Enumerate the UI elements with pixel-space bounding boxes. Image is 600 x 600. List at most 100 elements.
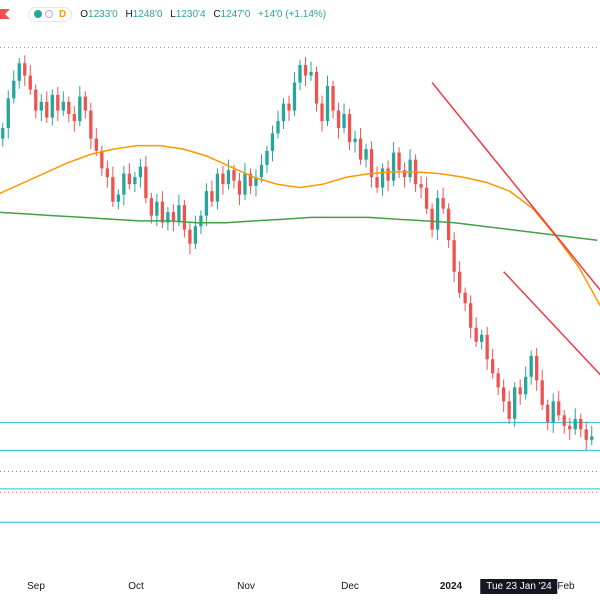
candle — [342, 103, 346, 134]
candle-body — [325, 86, 330, 122]
candle — [314, 66, 319, 112]
candle — [402, 162, 407, 188]
candle — [413, 154, 418, 193]
candle-body — [424, 187, 429, 209]
candle — [452, 232, 456, 283]
candle — [226, 159, 231, 190]
candle-body — [259, 164, 264, 178]
candle-body — [39, 101, 43, 111]
candle — [171, 204, 176, 232]
candle-body — [193, 226, 198, 244]
candle-body — [496, 373, 500, 388]
candle — [243, 163, 247, 200]
candle-body — [419, 184, 423, 188]
candle-body — [358, 138, 363, 160]
candle — [496, 368, 500, 396]
candle-body — [133, 177, 137, 185]
candle-body — [276, 121, 280, 134]
horizontal-lines-group — [0, 47, 600, 523]
candle-body — [281, 103, 286, 122]
candle-body — [463, 292, 467, 304]
candle — [270, 125, 275, 162]
candle — [276, 110, 280, 139]
high-label: H — [125, 8, 133, 20]
low-label: L — [170, 8, 176, 20]
candle — [182, 199, 187, 238]
candle — [127, 163, 132, 190]
candle-body — [188, 229, 192, 244]
candle-body — [474, 327, 478, 342]
candle-body — [579, 418, 583, 430]
candle-body — [303, 65, 308, 76]
symbol-status-pill[interactable]: D — [28, 6, 73, 22]
candle-body — [226, 170, 231, 185]
interval-label[interactable]: D — [59, 8, 67, 20]
open-value: 1233'0 — [88, 8, 118, 20]
candle — [480, 329, 484, 350]
candle-body — [160, 201, 165, 223]
candle — [89, 102, 93, 150]
candle-body — [524, 376, 528, 395]
candle — [424, 177, 429, 214]
candle — [287, 95, 291, 122]
low-value: 1230'4 — [175, 8, 206, 20]
candle — [573, 408, 577, 435]
data-status-icon — [45, 10, 53, 18]
candle-body — [402, 170, 407, 178]
candle-body — [380, 168, 385, 188]
candle-body — [551, 401, 555, 423]
ohlc-readout: O1233'0 H1248'0 L1230'4 C1247'0 +14'0 (+… — [80, 9, 331, 20]
candle — [204, 183, 209, 227]
candle-body — [309, 72, 313, 76]
trend-channel-group — [431, 82, 600, 376]
ma-slow-line — [0, 211, 598, 241]
candle-body — [1, 128, 5, 139]
candle — [568, 417, 572, 440]
candle-body — [468, 303, 473, 328]
candle — [94, 128, 98, 157]
candle-body — [138, 166, 143, 178]
candle — [397, 147, 401, 179]
candle — [562, 410, 566, 434]
candle-body — [254, 177, 258, 186]
candle — [513, 382, 517, 427]
candle — [50, 89, 54, 126]
candle — [111, 166, 115, 207]
candle-body — [535, 355, 539, 381]
candle — [105, 160, 109, 188]
candle — [535, 347, 539, 391]
candle — [1, 122, 5, 147]
candle-body — [347, 114, 352, 143]
candle-body — [204, 191, 209, 216]
candle — [210, 180, 214, 207]
candle-body — [546, 404, 550, 423]
candle — [133, 171, 137, 193]
candlesticks-group — [1, 55, 594, 451]
candle-body — [94, 138, 98, 151]
candle-body — [287, 103, 291, 111]
flag-icon[interactable] — [0, 9, 10, 19]
candle-body — [435, 198, 440, 230]
x-tick-2024: 2024 — [439, 581, 463, 592]
candle-body — [540, 380, 544, 405]
candle — [12, 70, 16, 104]
candle — [23, 55, 27, 87]
candle — [457, 261, 462, 298]
candle-body — [166, 212, 170, 223]
candle-body — [248, 173, 253, 186]
candle — [144, 156, 148, 204]
x-tick-sep: Sep — [27, 581, 45, 592]
candle-body — [105, 168, 109, 178]
x-tick-nov: Nov — [237, 581, 255, 592]
market-open-icon — [34, 10, 42, 18]
candle-body — [177, 205, 181, 221]
candle-body — [116, 194, 120, 202]
candle-body — [221, 173, 225, 185]
candle-body — [320, 103, 324, 122]
candle — [39, 93, 43, 122]
candle — [419, 176, 423, 199]
candle — [584, 421, 588, 451]
candle-body — [529, 355, 533, 377]
open-label: O — [80, 8, 89, 20]
